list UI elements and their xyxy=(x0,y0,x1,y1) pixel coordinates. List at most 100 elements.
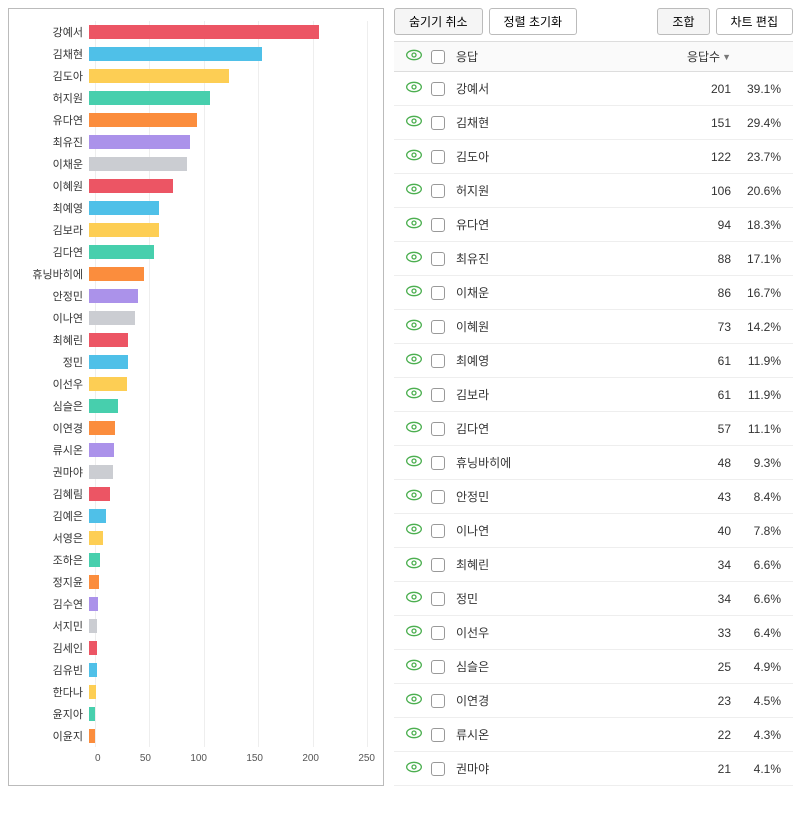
visibility-icon[interactable] xyxy=(406,421,422,436)
row-checkbox[interactable] xyxy=(431,490,445,504)
row-checkbox[interactable] xyxy=(431,456,445,470)
row-checkbox[interactable] xyxy=(431,388,445,402)
chart-bar[interactable] xyxy=(89,487,110,501)
visibility-icon[interactable] xyxy=(406,659,422,674)
chart-bar[interactable] xyxy=(89,311,135,325)
visibility-icon[interactable] xyxy=(406,489,422,504)
row-checkbox[interactable] xyxy=(431,286,445,300)
visibility-icon[interactable] xyxy=(406,183,422,198)
row-percent: 8.4% xyxy=(731,490,785,504)
select-all-checkbox[interactable] xyxy=(431,50,445,64)
chart-bar[interactable] xyxy=(89,201,159,215)
chart-bar-label: 김수연 xyxy=(17,596,89,612)
chart-bar[interactable] xyxy=(89,597,98,611)
chart-bar[interactable] xyxy=(89,531,103,545)
chart-bar[interactable] xyxy=(89,223,159,237)
chart-bar[interactable] xyxy=(89,619,97,633)
row-checkbox[interactable] xyxy=(431,82,445,96)
chart-bar[interactable] xyxy=(89,685,96,699)
chart-bar[interactable] xyxy=(89,377,127,391)
visibility-icon[interactable] xyxy=(406,557,422,572)
visibility-icon[interactable] xyxy=(406,149,422,164)
chart-bar[interactable] xyxy=(89,69,229,83)
visibility-icon[interactable] xyxy=(406,81,422,96)
visibility-icon[interactable] xyxy=(406,387,422,402)
chart-bar[interactable] xyxy=(89,509,106,523)
visibility-header-icon[interactable] xyxy=(406,49,422,64)
row-checkbox[interactable] xyxy=(431,184,445,198)
chart-bar-label: 류시온 xyxy=(17,442,89,458)
chart-bar[interactable] xyxy=(89,465,113,479)
chart-bar[interactable] xyxy=(89,245,154,259)
row-checkbox[interactable] xyxy=(431,116,445,130)
chart-edit-button[interactable]: 차트 편집 xyxy=(716,8,794,35)
chart-bar[interactable] xyxy=(89,355,128,369)
chart-bar-label: 윤지아 xyxy=(17,706,89,722)
chart-bar[interactable] xyxy=(89,267,144,281)
sort-reset-button[interactable]: 정렬 초기화 xyxy=(489,8,578,35)
chart-bar[interactable] xyxy=(89,663,97,677)
chart-bar[interactable] xyxy=(89,333,128,347)
chart-bar-row: 안정민 xyxy=(17,285,375,307)
row-count: 61 xyxy=(671,388,731,402)
chart-bar[interactable] xyxy=(89,113,197,127)
row-checkbox[interactable] xyxy=(431,218,445,232)
row-checkbox[interactable] xyxy=(431,150,445,164)
visibility-icon[interactable] xyxy=(406,523,422,538)
visibility-icon[interactable] xyxy=(406,693,422,708)
chart-bar[interactable] xyxy=(89,443,114,457)
chart-bar-label: 김도아 xyxy=(17,68,89,84)
row-count: 34 xyxy=(671,558,731,572)
visibility-icon[interactable] xyxy=(406,727,422,742)
row-checkbox[interactable] xyxy=(431,694,445,708)
chart-bar[interactable] xyxy=(89,47,262,61)
chart-bar[interactable] xyxy=(89,553,100,567)
row-checkbox[interactable] xyxy=(431,320,445,334)
chart-bar[interactable] xyxy=(89,135,190,149)
row-name: 최유진 xyxy=(450,250,671,267)
visibility-icon[interactable] xyxy=(406,625,422,640)
chart-bar-label: 권마야 xyxy=(17,464,89,480)
chart-bar-label: 정민 xyxy=(17,354,89,370)
chart-bar[interactable] xyxy=(89,575,99,589)
row-checkbox[interactable] xyxy=(431,762,445,776)
row-checkbox[interactable] xyxy=(431,592,445,606)
chart-bar[interactable] xyxy=(89,729,95,743)
table-row: 허지원10620.6% xyxy=(394,174,793,208)
row-checkbox[interactable] xyxy=(431,524,445,538)
visibility-icon[interactable] xyxy=(406,591,422,606)
visibility-icon[interactable] xyxy=(406,285,422,300)
row-name: 김채현 xyxy=(450,114,671,131)
visibility-icon[interactable] xyxy=(406,319,422,334)
chart-bar[interactable] xyxy=(89,179,173,193)
response-header[interactable]: 응답 xyxy=(450,48,671,65)
chart-bar[interactable] xyxy=(89,157,187,171)
visibility-icon[interactable] xyxy=(406,115,422,130)
chart-bar[interactable] xyxy=(89,707,95,721)
visibility-icon[interactable] xyxy=(406,353,422,368)
chart-bar-label: 유다연 xyxy=(17,112,89,128)
chart-bar[interactable] xyxy=(89,421,115,435)
visibility-icon[interactable] xyxy=(406,455,422,470)
row-checkbox[interactable] xyxy=(431,252,445,266)
visibility-icon[interactable] xyxy=(406,217,422,232)
chart-bar-label: 김유빈 xyxy=(17,662,89,678)
chart-bar[interactable] xyxy=(89,289,138,303)
row-checkbox[interactable] xyxy=(431,354,445,368)
row-checkbox[interactable] xyxy=(431,728,445,742)
combine-button[interactable]: 조합 xyxy=(657,8,709,35)
row-checkbox[interactable] xyxy=(431,660,445,674)
row-checkbox[interactable] xyxy=(431,626,445,640)
row-name: 정민 xyxy=(450,590,671,607)
chart-bar[interactable] xyxy=(89,399,118,413)
hide-cancel-button[interactable]: 숨기기 취소 xyxy=(394,8,483,35)
chart-bar[interactable] xyxy=(89,91,210,105)
row-checkbox[interactable] xyxy=(431,558,445,572)
count-header[interactable]: 응답수 ▼ xyxy=(671,48,731,65)
chart-bar[interactable] xyxy=(89,641,97,655)
row-checkbox[interactable] xyxy=(431,422,445,436)
chart-bar[interactable] xyxy=(89,25,319,39)
visibility-icon[interactable] xyxy=(406,761,422,776)
xaxis-tick: 100 xyxy=(190,753,207,764)
visibility-icon[interactable] xyxy=(406,251,422,266)
